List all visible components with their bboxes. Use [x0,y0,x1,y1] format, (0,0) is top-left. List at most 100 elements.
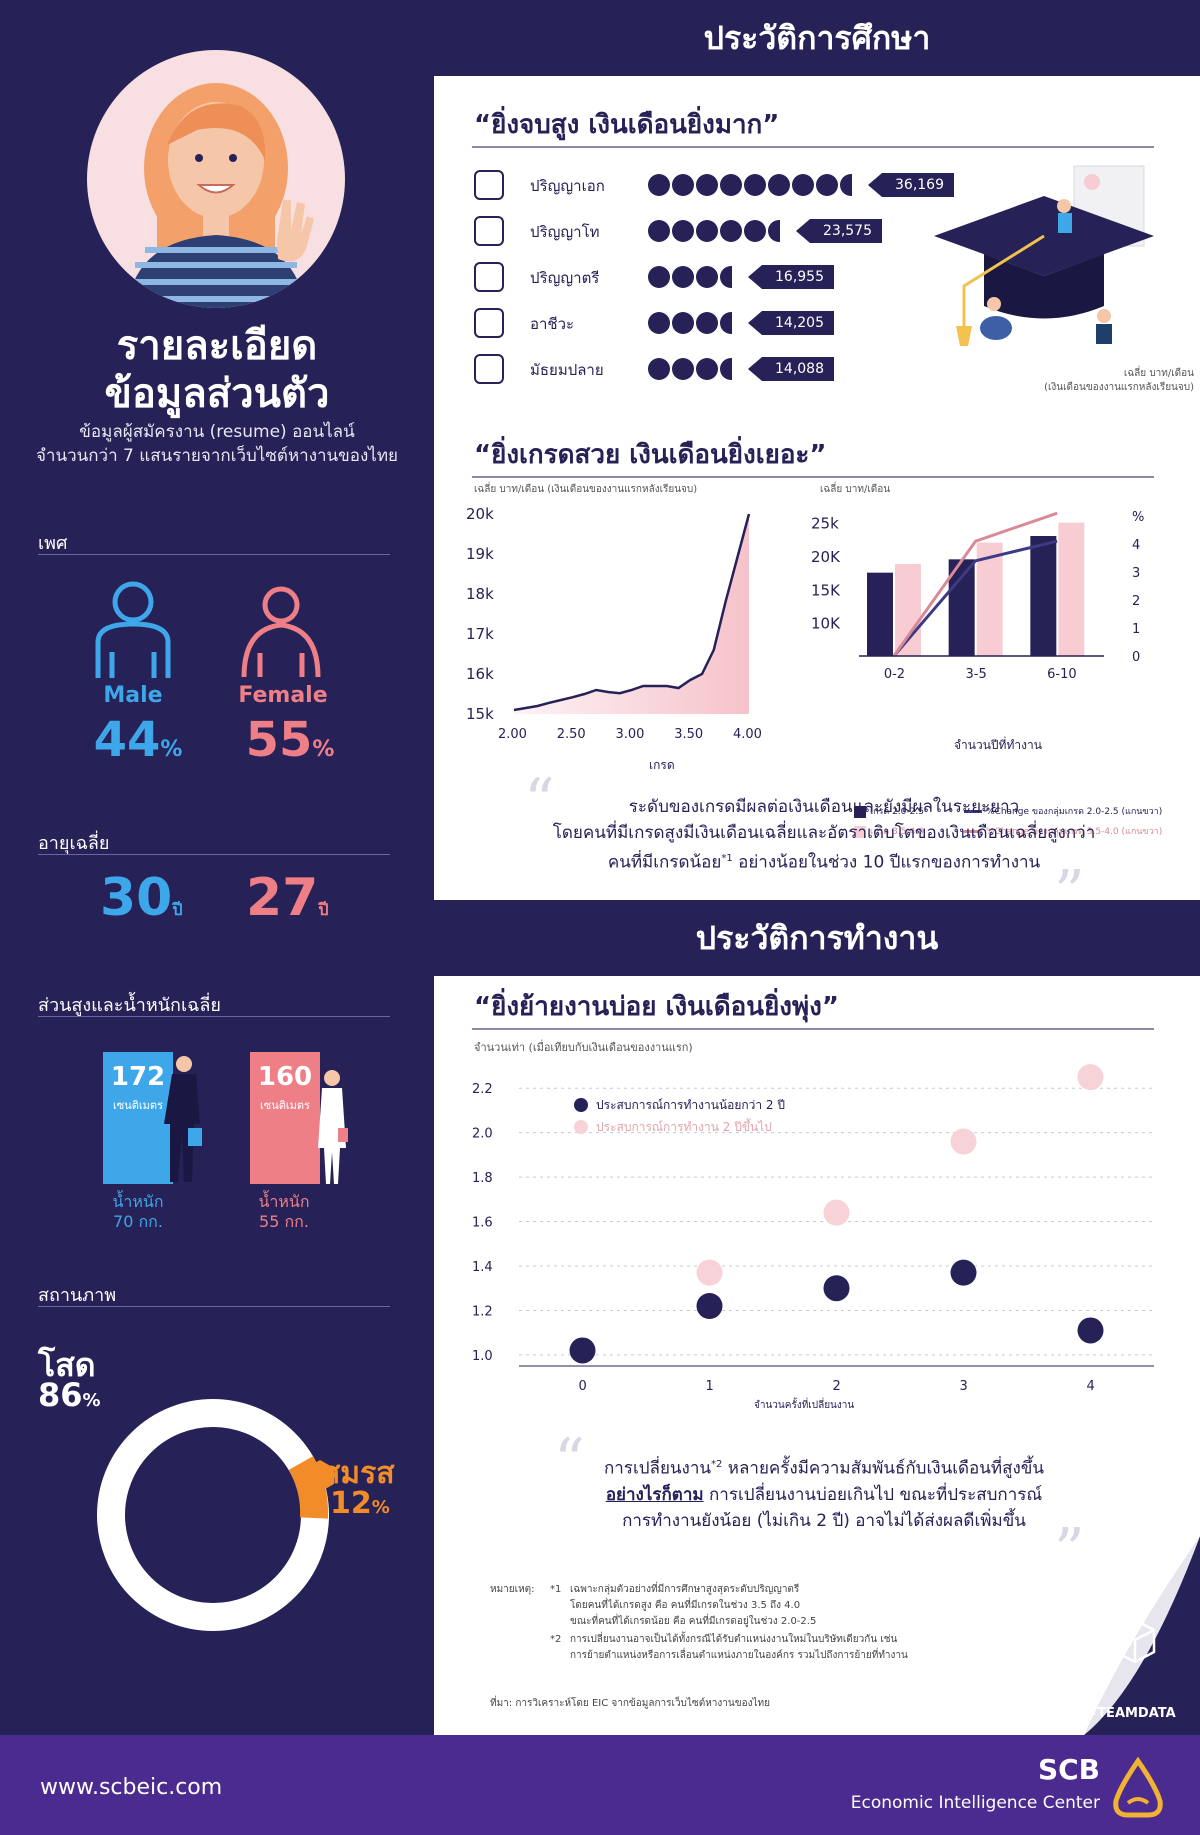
value-dot [720,174,742,196]
legend-marker [854,826,866,838]
gpa-x-axis-label: เกรด [649,758,675,772]
gpa-x-tick: 4.00 [733,727,762,742]
married-percent: 12% [330,1486,390,1521]
gpa-x-tick: 3.50 [674,727,703,742]
legend-under-2y: ประสบการณ์การทำงานน้อยกว่า 2 ปี [596,1098,785,1112]
legend-label: เกรด 3.5-4.0 [870,827,924,837]
single-percent: 86% [38,1376,101,1414]
scatter-point [696,1293,723,1319]
value-dot [648,266,670,288]
gpa-y-tick: 19k [466,545,494,563]
value-dot [696,174,718,196]
scatter-point [823,1199,850,1226]
growth-x-tick: 3-5 [966,667,987,682]
scatter-x-tick: 1 [706,1379,714,1394]
note1-mark: *1 [550,1584,562,1595]
certificate-icon [474,216,504,246]
gpa-x-tick: 2.00 [498,727,527,742]
legend-marker [964,830,982,833]
education-salary-value: 16,955 [748,265,834,289]
graduation-cap-icon [474,170,504,200]
scatter-y-tick: 1.6 [472,1216,493,1231]
job-change-chart-caption: จำนวนเท่า (เมื่อเทียบกับเงินเดือนของงานแ… [474,1041,693,1054]
growth-bar [1058,522,1085,656]
website-link[interactable]: www.scbeic.com [40,1775,223,1800]
brand-name: SCB [1037,1753,1100,1786]
growth-y-tick: 20K [811,548,841,566]
note1: เฉพาะกลุ่มตัวอย่างที่มีการศึกษาสูงสุดระด… [570,1584,817,1627]
age-section-label: อายุเฉลี่ย [38,833,110,854]
value-dot [840,174,852,196]
edu-caption-line2: (เงินเดือนของงานแรกหลังเรียนจบ) [1044,382,1194,393]
divider [472,476,1154,478]
legend-2y-plus: ประสบการณ์การทำงาน 2 ปีขึ้นไป [596,1120,772,1134]
work-section: “ยิ่งย้ายงานบ่อย เงินเดือนยิ่งพุ่ง” จำนว… [434,976,1200,1735]
scatter-y-tick: 1.0 [472,1349,493,1364]
value-dot [648,174,670,196]
businessman-icon [164,1056,202,1182]
panel-subtitle-line1: ข้อมูลผู้สมัครงาน (resume) ออนไลน์ [79,422,355,442]
panel-title-line1: รายละเอียด [116,323,318,369]
gpa-x-tick: 2.50 [557,727,586,742]
scatter-x-tick: 0 [579,1379,587,1394]
gpa-area [514,514,749,714]
team-data-hashtag: #TEAMDATA [1086,1706,1176,1721]
female-height-value: 160 [257,1062,313,1092]
work-quote-title: “ยิ่งย้ายงานบ่อย เงินเดือนยิ่งพุ่ง” [474,992,839,1022]
scatter-y-tick: 2.0 [472,1127,493,1142]
source-note: ที่มา: การวิเคราะห์โดย EIC จากข้อมูลการเ… [490,1698,770,1709]
value-dot [816,174,838,196]
education-salary-value: 14,205 [748,311,834,335]
legend-marker [964,810,982,813]
scatter-y-tick: 2.2 [472,1082,493,1097]
height-unit: เซนติเมตร [260,1099,310,1112]
value-dot [792,174,814,196]
divider [472,1028,1154,1030]
male-height-box: 172 เซนติเมตร [103,1052,173,1184]
scatter-y-tick: 1.2 [472,1304,493,1319]
male-height-value: 172 [110,1062,166,1092]
scatter-point [569,1337,596,1364]
education-level-label: ปริญญาตรี [530,269,600,287]
education-section: “ยิ่งจบสูง เงินเดือนยิ่งมาก” ปริญญาเอก 36… [434,76,1200,928]
female-weight: น้ำหนัก 55 กก. [258,1192,310,1231]
scatter-point [1077,1317,1104,1344]
salary-growth-combo-chart: 10K 15K 20K 25k 0 1 2 3 4% 0-2 3-5 6-10 [811,510,1144,682]
gpa-chart-caption: เฉลี่ย บาท/เดือน (เงินเดือนของงานแรกหลัง… [474,484,698,495]
growth-x-tick: 6-10 [1047,667,1077,682]
brand-subtitle: Economic Intelligence Center [850,1793,1100,1813]
note2: การเปลี่ยนงานอาจเป็นได้ทั้งกรณีได้รับตำแ… [570,1634,908,1661]
value-dot [720,358,732,380]
scatter-point [950,1128,977,1155]
value-dot [648,358,670,380]
male-weight: น้ำหนัก 70 กก. [112,1192,164,1231]
right-panel: ประวัติการศึกษา “ยิ่งจบสูง เงินเดือนยิ่ง… [434,0,1200,1735]
value-dot [720,266,732,288]
growth-y2-tick: 3 [1132,566,1140,581]
growth-y2-tick: 4 [1132,538,1140,553]
education-salary-value: 23,575 [796,219,882,243]
team-data-icon [1114,1618,1156,1664]
value-dot [768,220,780,242]
panel-title-line2: ข้อมูลส่วนตัว [104,371,330,417]
scatter-point [696,1259,723,1286]
growth-bar [1030,536,1057,656]
value-dot [672,358,694,380]
value-dot [672,220,694,242]
panel-subtitle-line2: จำนวนกว่า 7 แสนรายจากเว็บไซต์หางานของไทย [35,446,399,466]
female-percent: 55% [245,712,335,768]
growth-y2-tick: 0 [1132,650,1140,665]
value-dot [648,312,670,334]
value-dot [720,220,742,242]
gender-section-label: เพศ [38,533,68,554]
note2-mark: *2 [550,1634,562,1645]
graduation-illustration-icon [934,165,1154,346]
value-dot [696,220,718,242]
legend-label: %Change ของกลุ่มเกรด 2.0-2.5 (แกนขวา) [986,807,1163,817]
male-label: Male [103,683,163,708]
education-level-label: ปริญญาโท [530,223,600,241]
scatter-x-tick: 3 [960,1379,968,1394]
growth-x-axis-label: จำนวนปีที่ทำงาน [954,738,1042,752]
female-height-box: 160 เซนติเมตร [250,1052,320,1184]
legend-marker-under-2y [574,1098,588,1112]
